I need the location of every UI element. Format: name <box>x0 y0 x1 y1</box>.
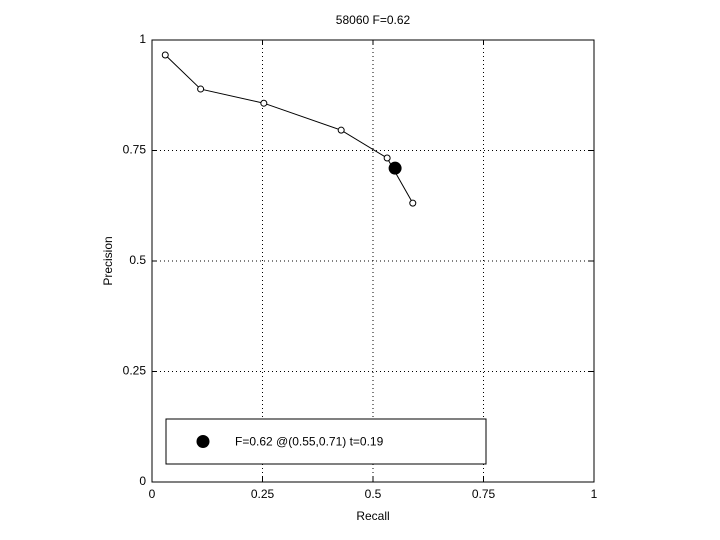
legend-box <box>165 418 487 465</box>
y-tick-label: 0.25 <box>123 364 147 378</box>
point <box>383 154 391 162</box>
point <box>409 199 417 207</box>
x-tick-label: 0.75 <box>472 487 496 501</box>
plot-frame <box>151 39 595 483</box>
point <box>197 85 205 93</box>
point <box>161 51 169 59</box>
x-tick-label: 0.25 <box>251 487 275 501</box>
x-tick-label: 0.5 <box>365 487 382 501</box>
x-axis-label: Recall <box>356 509 389 523</box>
point <box>337 126 345 134</box>
y-tick-label: 0.75 <box>123 143 147 157</box>
legend-marker <box>196 435 210 448</box>
y-axis-label: Precision <box>101 236 115 285</box>
x-tick-label: 0 <box>149 487 156 501</box>
y-tick-label: 1 <box>139 32 146 46</box>
y-tick-label: 0 <box>139 474 146 488</box>
x-tick-label: 1 <box>591 487 598 501</box>
point <box>260 99 268 107</box>
chart-title: 58060 F=0.62 <box>336 13 411 27</box>
y-tick-label: 0.5 <box>129 253 146 267</box>
legend-label: F=0.62 @(0.55,0.71) t=0.19 <box>235 435 384 449</box>
point <box>388 161 402 175</box>
